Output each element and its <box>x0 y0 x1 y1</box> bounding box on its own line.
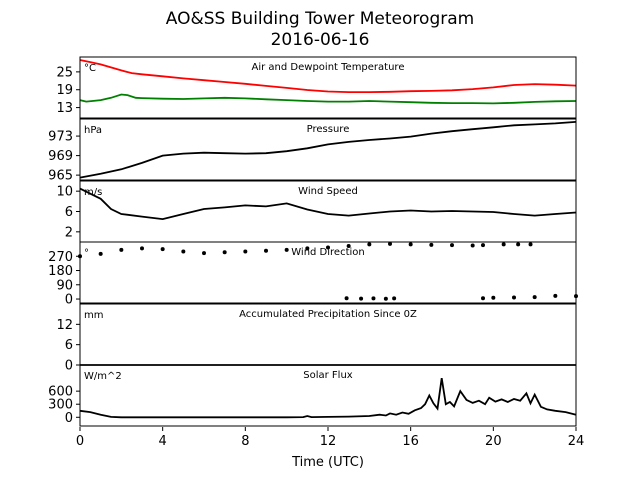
series-point <box>371 296 376 301</box>
series-line-0 <box>79 59 577 93</box>
unit-label: °C <box>84 63 96 74</box>
figure-title: AO&SS Building Tower Meteorogram <box>166 9 474 29</box>
series-point <box>388 241 392 246</box>
panel-2: 2 6 10 m/s Wind Speed <box>56 180 577 243</box>
series-point <box>140 246 144 251</box>
y-tick-label: 12 <box>56 318 73 333</box>
y-tick-label: 25 <box>56 65 73 80</box>
y-tick-label: 969 <box>48 149 73 164</box>
figure-subtitle: 2016-06-16 <box>271 30 370 50</box>
series-point <box>450 243 454 248</box>
series-point <box>243 249 248 254</box>
x-tick-label: 20 <box>485 434 502 449</box>
x-axis: 0 4 8 12 16 20 24 <box>76 427 584 449</box>
y-tick-label: 0 <box>65 411 73 426</box>
series-point <box>481 243 485 248</box>
y-tick-label: 973 <box>48 130 73 145</box>
unit-label: ° <box>84 248 89 259</box>
series-point <box>408 242 413 247</box>
panel-frame <box>79 364 577 427</box>
series-point <box>119 247 124 252</box>
x-tick-label: 0 <box>76 434 84 449</box>
panel-frame <box>79 118 577 181</box>
series-point <box>346 243 351 248</box>
series-point <box>501 242 506 247</box>
series-line-0 <box>79 187 577 221</box>
series-point <box>222 250 227 255</box>
x-tick-label: 16 <box>402 434 419 449</box>
unit-label: m/s <box>84 187 102 198</box>
y-tick-label: 6 <box>65 205 73 220</box>
panel-title: Air and Dewpoint Temperature <box>252 62 405 73</box>
series-line-0 <box>79 121 577 179</box>
panel-title: Solar Flux <box>303 370 353 381</box>
series-point <box>264 248 268 253</box>
x-tick-label: 4 <box>159 434 167 449</box>
series-line-1 <box>79 93 577 105</box>
series-point <box>532 295 537 300</box>
y-tick-label: 6 <box>65 338 73 353</box>
y-tick-label: 600 <box>48 385 73 400</box>
panel-0: 13 19 25 °C Air and Dewpoint Temperature <box>56 56 577 119</box>
y-tick-label: 0 <box>65 293 73 308</box>
x-tick-label: 24 <box>568 434 585 449</box>
x-tick-label: 12 <box>320 434 337 449</box>
y-tick-label: 180 <box>48 264 73 279</box>
series-point <box>284 247 289 252</box>
series-point <box>359 296 364 301</box>
y-tick-label: 90 <box>56 278 73 293</box>
series-point <box>181 249 186 254</box>
y-tick-label: 13 <box>56 101 73 116</box>
series-point <box>305 246 310 251</box>
series-point <box>553 293 558 298</box>
series-point <box>481 296 485 301</box>
series-line-0 <box>79 377 577 419</box>
series-point <box>202 251 206 256</box>
y-tick-label: 965 <box>48 169 73 184</box>
series-point <box>429 242 434 247</box>
series-point <box>326 245 330 250</box>
unit-label: W/m^2 <box>84 371 122 382</box>
series-point <box>392 296 397 301</box>
unit-label: mm <box>84 310 103 321</box>
series-point <box>98 251 103 256</box>
series-point <box>344 296 349 301</box>
y-tick-label: 19 <box>56 83 73 98</box>
series-point <box>528 242 533 247</box>
y-tick-label: 270 <box>48 250 73 265</box>
panel-frame <box>79 56 577 119</box>
y-tick-label: 10 <box>56 185 73 200</box>
unit-label: hPa <box>84 125 102 136</box>
panel-title: Wind Direction <box>291 247 365 258</box>
series-point <box>383 296 388 301</box>
series-point <box>367 242 372 247</box>
y-tick-label: 2 <box>65 225 73 240</box>
panel-title: Wind Speed <box>298 186 358 197</box>
panel-title: Pressure <box>307 124 350 135</box>
y-tick-label: 300 <box>48 398 73 413</box>
y-tick-label: 0 <box>65 359 73 374</box>
series-point <box>516 242 521 247</box>
series-point <box>491 295 496 300</box>
panel-title: Accumulated Precipitation Since 0Z <box>239 309 417 320</box>
x-tick-label: 8 <box>241 434 249 449</box>
panel-frame <box>79 241 577 304</box>
series-point <box>160 247 165 252</box>
x-axis-label: Time (UTC) <box>291 455 364 470</box>
panel-1: 965 969 973 hPa Pressure <box>48 118 577 184</box>
series-point <box>470 243 475 248</box>
series-point <box>512 295 516 300</box>
